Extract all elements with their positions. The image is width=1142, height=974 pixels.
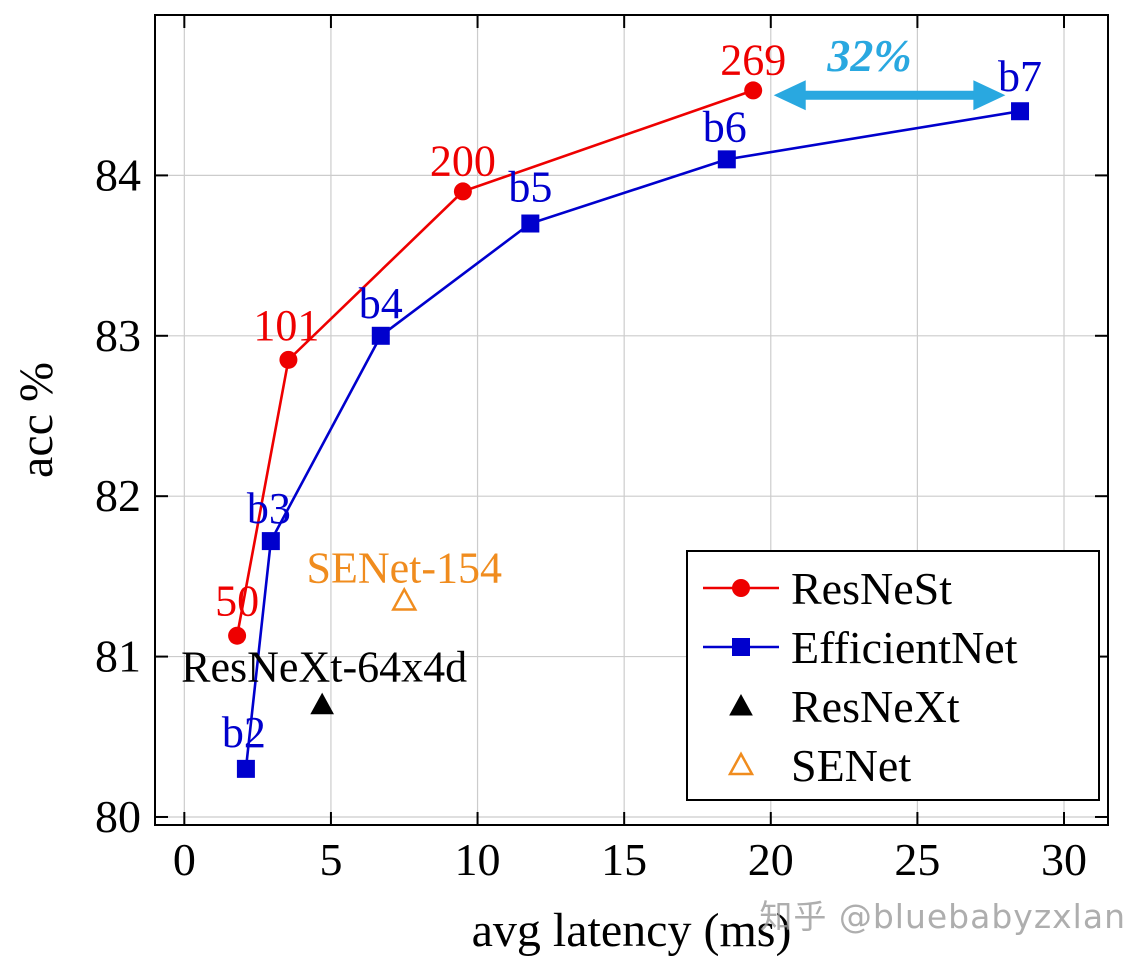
legend-entry-ResNeSt: ResNeSt bbox=[703, 563, 952, 614]
data-point-marker bbox=[453, 182, 472, 201]
y-tick-label: 84 bbox=[95, 149, 141, 200]
point-label: b7 bbox=[998, 52, 1042, 101]
point-label: 50 bbox=[215, 577, 259, 626]
point-label: b2 bbox=[222, 708, 266, 757]
series-line bbox=[244, 109, 1021, 770]
data-point-marker bbox=[371, 326, 390, 345]
data-point-marker bbox=[261, 532, 280, 551]
x-axis-label: avg latency (ms) bbox=[472, 904, 792, 957]
annotation-label: 32% bbox=[826, 30, 911, 81]
data-point-marker bbox=[521, 214, 540, 233]
legend: ResNeSt EfficientNet ResNeXt SENet bbox=[686, 550, 1100, 801]
point-label: b3 bbox=[247, 484, 291, 533]
legend-entry-EfficientNet: EfficientNet bbox=[703, 622, 1018, 673]
x-tick-label: 5 bbox=[319, 834, 342, 885]
y-tick-label: 82 bbox=[95, 470, 141, 521]
legend-label: SENet bbox=[791, 740, 911, 791]
data-point-marker bbox=[717, 150, 736, 169]
legend-entry-SENet: SENet bbox=[727, 740, 911, 791]
point-label: 200 bbox=[430, 136, 496, 185]
data-point-marker bbox=[310, 692, 334, 715]
data-point-marker bbox=[729, 693, 753, 716]
x-tick-label: 0 bbox=[173, 834, 196, 885]
y-tick-label: 80 bbox=[95, 791, 141, 842]
y-tick-label: 83 bbox=[95, 310, 141, 361]
data-point-marker bbox=[732, 579, 750, 597]
arrowhead-left bbox=[773, 80, 806, 111]
arrowhead-right bbox=[973, 80, 1006, 111]
point-label: 269 bbox=[720, 35, 786, 84]
series-line bbox=[235, 89, 754, 636]
legend-label: ResNeSt bbox=[791, 563, 952, 614]
plot-border bbox=[154, 14, 1109, 826]
legend-box bbox=[686, 550, 1100, 801]
data-point-marker bbox=[228, 626, 247, 645]
y-tick-label: 81 bbox=[95, 631, 141, 682]
data-point-marker bbox=[236, 759, 255, 778]
legend-entry-ResNeXt: ResNeXt bbox=[729, 681, 960, 732]
axis-ticks: 0 5 10 15 20 25 30 80 81 82 83 84 bbox=[95, 15, 1108, 885]
point-label: b4 bbox=[359, 279, 403, 328]
data-point-marker bbox=[732, 638, 750, 656]
point-label: ResNeXt-64x4d bbox=[181, 643, 467, 692]
legend-label: EfficientNet bbox=[791, 622, 1018, 673]
data-point-marker bbox=[1011, 102, 1030, 121]
x-tick-label: 20 bbox=[748, 834, 794, 885]
data-point-marker bbox=[727, 751, 755, 776]
data-point-marker bbox=[744, 81, 763, 100]
x-tick-label: 15 bbox=[601, 834, 647, 885]
annotation-arrow: 32% bbox=[773, 30, 1006, 111]
data-point-marker bbox=[391, 586, 418, 611]
series-ResNeSt: 50 101 200 269 bbox=[215, 35, 786, 645]
x-tick-label: 30 bbox=[1041, 834, 1087, 885]
series-SENet: SENet-154 bbox=[306, 543, 502, 611]
x-tick-label: 10 bbox=[455, 834, 501, 885]
series-EfficientNet: b2 b3 b4 b5 b6 b7 bbox=[222, 52, 1042, 778]
legend-label: ResNeXt bbox=[791, 681, 960, 732]
point-label: b6 bbox=[703, 102, 747, 151]
watermark: 知乎 @bluebabyzxlan bbox=[759, 897, 1126, 936]
point-label: SENet-154 bbox=[306, 543, 502, 592]
point-label: 101 bbox=[253, 301, 319, 350]
y-axis-label: acc % bbox=[10, 362, 63, 478]
x-tick-label: 25 bbox=[894, 834, 940, 885]
point-label: b5 bbox=[508, 163, 552, 212]
data-point-marker bbox=[279, 350, 298, 369]
series-ResNeXt: ResNeXt-64x4d bbox=[181, 643, 467, 715]
